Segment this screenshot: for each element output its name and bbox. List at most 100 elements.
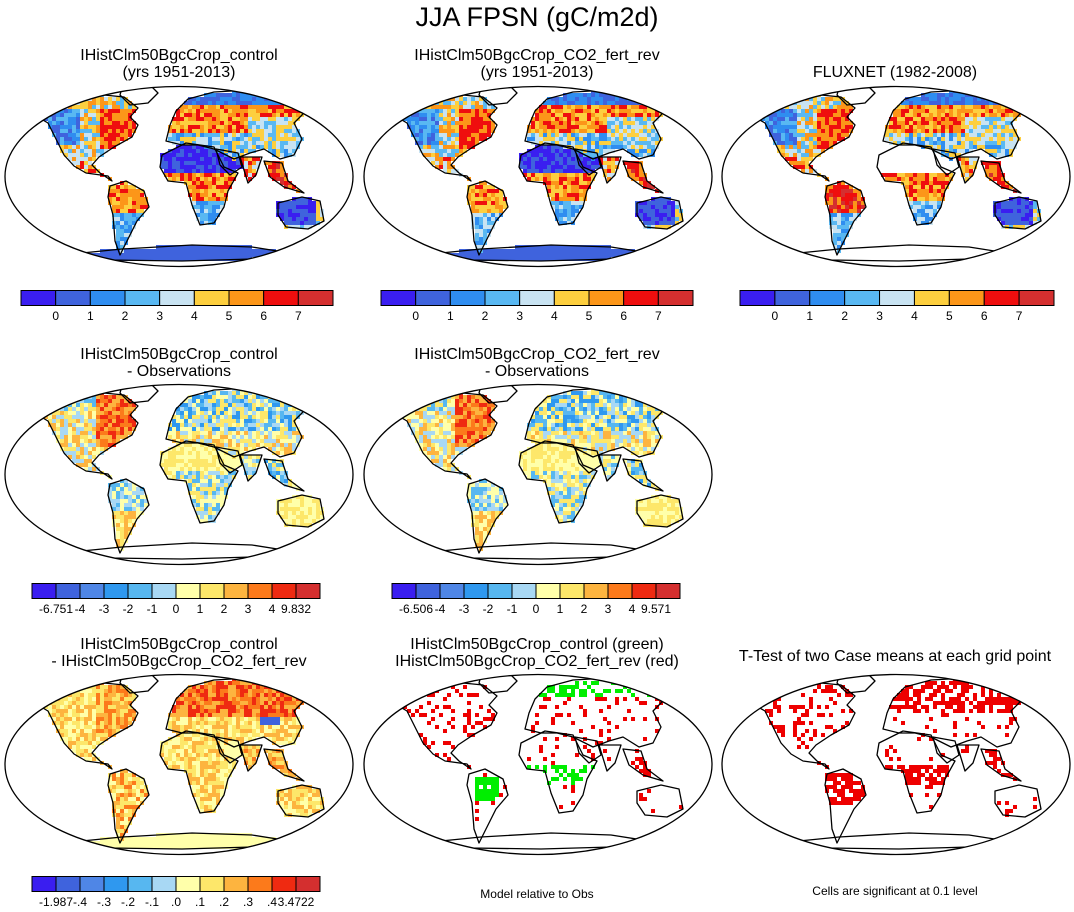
grid-cell (192, 153, 196, 157)
grid-cell (212, 165, 216, 169)
grid-cell (84, 109, 88, 113)
grid-cell (607, 105, 611, 109)
grid-cell (76, 125, 80, 129)
grid-cell (64, 101, 68, 105)
grid-cell (204, 213, 208, 217)
grid-cell (128, 129, 132, 133)
grid-cell (272, 177, 276, 181)
grid-cell (128, 117, 132, 121)
grid-cell (897, 117, 901, 121)
grid-cell (284, 427, 288, 431)
grid-cell (284, 443, 288, 447)
grid-cell (84, 105, 88, 109)
grid-cell (172, 121, 176, 125)
grid-cell (196, 249, 200, 253)
grid-cell (599, 141, 603, 145)
grid-cell (531, 125, 535, 129)
grid-cell (431, 137, 435, 141)
grid-cell (284, 435, 288, 439)
grid-cell (913, 205, 917, 209)
grid-cell (559, 97, 563, 101)
grid-cell (108, 435, 112, 439)
grid-cell (929, 185, 933, 189)
grid-cell (507, 253, 511, 257)
grid-cell (491, 205, 495, 209)
grid-cell (929, 105, 933, 109)
grid-cell (136, 209, 140, 213)
grid-cell (977, 137, 981, 141)
grid-cell (801, 113, 805, 117)
grid-cell (40, 109, 44, 113)
grid-cell (112, 125, 116, 129)
grid-cell (841, 101, 845, 105)
grid-cell (555, 133, 559, 137)
grid-cell (204, 137, 208, 141)
grid-cell (160, 257, 164, 261)
coastline-na (29, 93, 139, 182)
grid-cell (168, 427, 172, 431)
grid-cell (543, 121, 547, 125)
grid-cell (1013, 197, 1017, 201)
grid-cell (451, 153, 455, 157)
grid-cell (893, 133, 897, 137)
grid-cell (280, 113, 284, 117)
grid-cell (937, 133, 941, 137)
grid-cell (495, 205, 499, 209)
grid-cell (88, 117, 92, 121)
grid-cell (965, 89, 969, 93)
grid-cell (192, 245, 196, 249)
grid-cell (96, 253, 100, 257)
grid-cell (643, 205, 647, 209)
grid-cell (973, 157, 977, 161)
grid-cell (232, 439, 236, 443)
grid-cell (789, 153, 793, 157)
grid-cell (579, 117, 583, 121)
grid-cell (204, 133, 208, 137)
grid-cell (579, 193, 583, 197)
grid-cell (961, 169, 965, 173)
grid-cell (539, 145, 543, 149)
grid-cell (216, 165, 220, 169)
grid-cell (208, 407, 212, 411)
grid-cell (72, 125, 76, 129)
grid-cell (587, 93, 591, 97)
grid-cell (180, 133, 184, 137)
grid-cell (192, 407, 196, 411)
grid-cell (1001, 209, 1005, 213)
grid-cell (905, 113, 909, 117)
grid-cell (973, 89, 977, 93)
grid-cell (901, 177, 905, 181)
grid-cell (415, 137, 419, 141)
grid-cell (431, 125, 435, 129)
grid-cell (639, 181, 643, 185)
grid-cell (567, 129, 571, 133)
grid-cell (475, 241, 479, 245)
grid-cell (244, 125, 248, 129)
grid-cell (603, 169, 607, 173)
grid-cell (108, 415, 112, 419)
grid-cell (76, 463, 80, 467)
grid-cell (240, 129, 244, 133)
grid-cell (276, 411, 280, 415)
grid-cell (76, 149, 80, 153)
grid-cell (252, 169, 256, 173)
grid-cell (232, 105, 236, 109)
grid-cell (607, 249, 611, 253)
grid-cell (965, 113, 969, 117)
grid-cell (176, 253, 180, 257)
grid-cell (435, 141, 439, 145)
grid-cell (531, 173, 535, 177)
grid-cell (431, 109, 435, 113)
grid-cell (208, 201, 212, 205)
grid-cell (563, 101, 567, 105)
grid-cell (543, 149, 547, 153)
grid-cell (224, 431, 228, 435)
grid-cell (40, 105, 44, 109)
grid-cell (579, 93, 583, 97)
grid-cell (475, 213, 479, 217)
grid-cell (236, 93, 240, 97)
grid-cell (423, 141, 427, 145)
grid-cell (535, 137, 539, 141)
grid-cell (232, 403, 236, 407)
grid-cell (116, 229, 120, 233)
